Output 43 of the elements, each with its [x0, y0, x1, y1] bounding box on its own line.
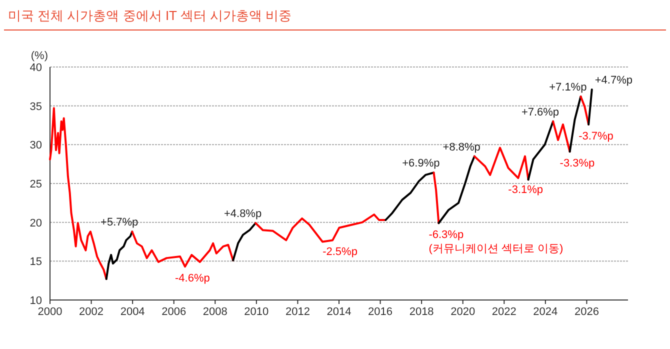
line-series [527, 120, 554, 181]
x-tick-label: 2010 [244, 306, 269, 318]
annotation: -3.1%p [508, 184, 544, 196]
annotation: +7.6%p [521, 106, 560, 118]
x-tick-label: 2022 [492, 306, 516, 318]
annotation: -3.3%p [560, 158, 595, 170]
x-tick-label: 2016 [368, 306, 393, 318]
line-series [384, 172, 435, 221]
x-tick-label: 2024 [533, 306, 558, 318]
line-series [232, 222, 257, 262]
x-tick-label: 2018 [409, 306, 434, 318]
annotation: -4.6%p [175, 272, 210, 285]
x-tick-label: 2012 [285, 306, 310, 318]
x-tick-label: 2014 [326, 306, 352, 318]
y-axis-title: (%) [30, 50, 48, 62]
line-series [438, 155, 476, 224]
y-tick-label: 30 [30, 140, 42, 152]
annotation: +8.8%p [442, 141, 480, 154]
annotation: -6.3%p (커뮤니케이션 섹터로 이동) [428, 229, 564, 256]
line-series [105, 230, 134, 280]
x-tick-label: 2002 [79, 306, 104, 318]
y-tick-label: 25 [30, 178, 42, 190]
annotation: +7.1%p [549, 82, 587, 94]
x-tick-label: 2026 [574, 306, 599, 318]
x-tick-label: 2006 [162, 306, 186, 318]
annotation: +6.9%p [402, 158, 440, 170]
y-tick-label: 35 [30, 100, 42, 113]
annotation: +4.8%p [224, 208, 262, 220]
x-tick-label: 2008 [202, 306, 228, 318]
y-tick-label: 10 [30, 295, 42, 307]
x-tick-label: 2004 [120, 306, 145, 318]
line-series [552, 120, 571, 153]
x-tick-label: 2000 [38, 306, 62, 318]
annotation: +5.7%p [100, 216, 138, 229]
chart-title: 미국 전체 시가총액 중에서 IT 섹터 시가총액 비중 [8, 8, 292, 23]
y-tick-label: 40 [30, 62, 42, 74]
line-series [131, 230, 234, 268]
annotation: -3.7%p [578, 130, 614, 142]
y-tick-label: 20 [30, 217, 42, 230]
annotation: +4.7%p [594, 74, 632, 87]
y-tick-label: 15 [30, 256, 42, 268]
x-tick-label: 2020 [450, 306, 476, 318]
annotation: -2.5%p [322, 246, 358, 258]
